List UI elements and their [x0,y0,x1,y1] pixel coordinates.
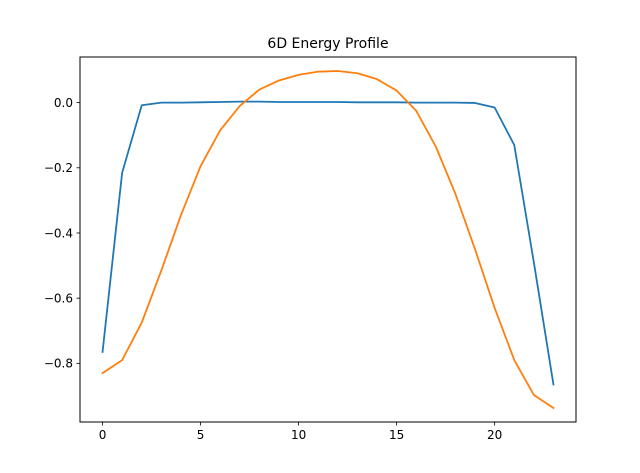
x-tick-label: 0 [99,428,107,442]
y-tick-label: 0.0 [54,96,73,110]
x-tick-label: 15 [389,428,404,442]
series-layer [101,70,555,410]
y-tick-label: −0.6 [44,291,73,305]
x-tick-label: 5 [197,428,205,442]
x-tick-label: 10 [291,428,306,442]
x-tick-label: 20 [487,428,502,442]
chart-title: 6D Energy Profile [267,36,388,52]
series-line-2 [101,70,555,410]
y-tick-label: −0.4 [44,226,73,240]
plot-frame [79,56,577,423]
series-line-1 [101,100,555,386]
y-tick-label: −0.2 [44,161,73,175]
y-tick-label: −0.8 [44,357,73,371]
axes-layer: 0 5 10 15 20 0.0 −0.2 −0.4 −0.6 −0.8 [44,96,502,442]
